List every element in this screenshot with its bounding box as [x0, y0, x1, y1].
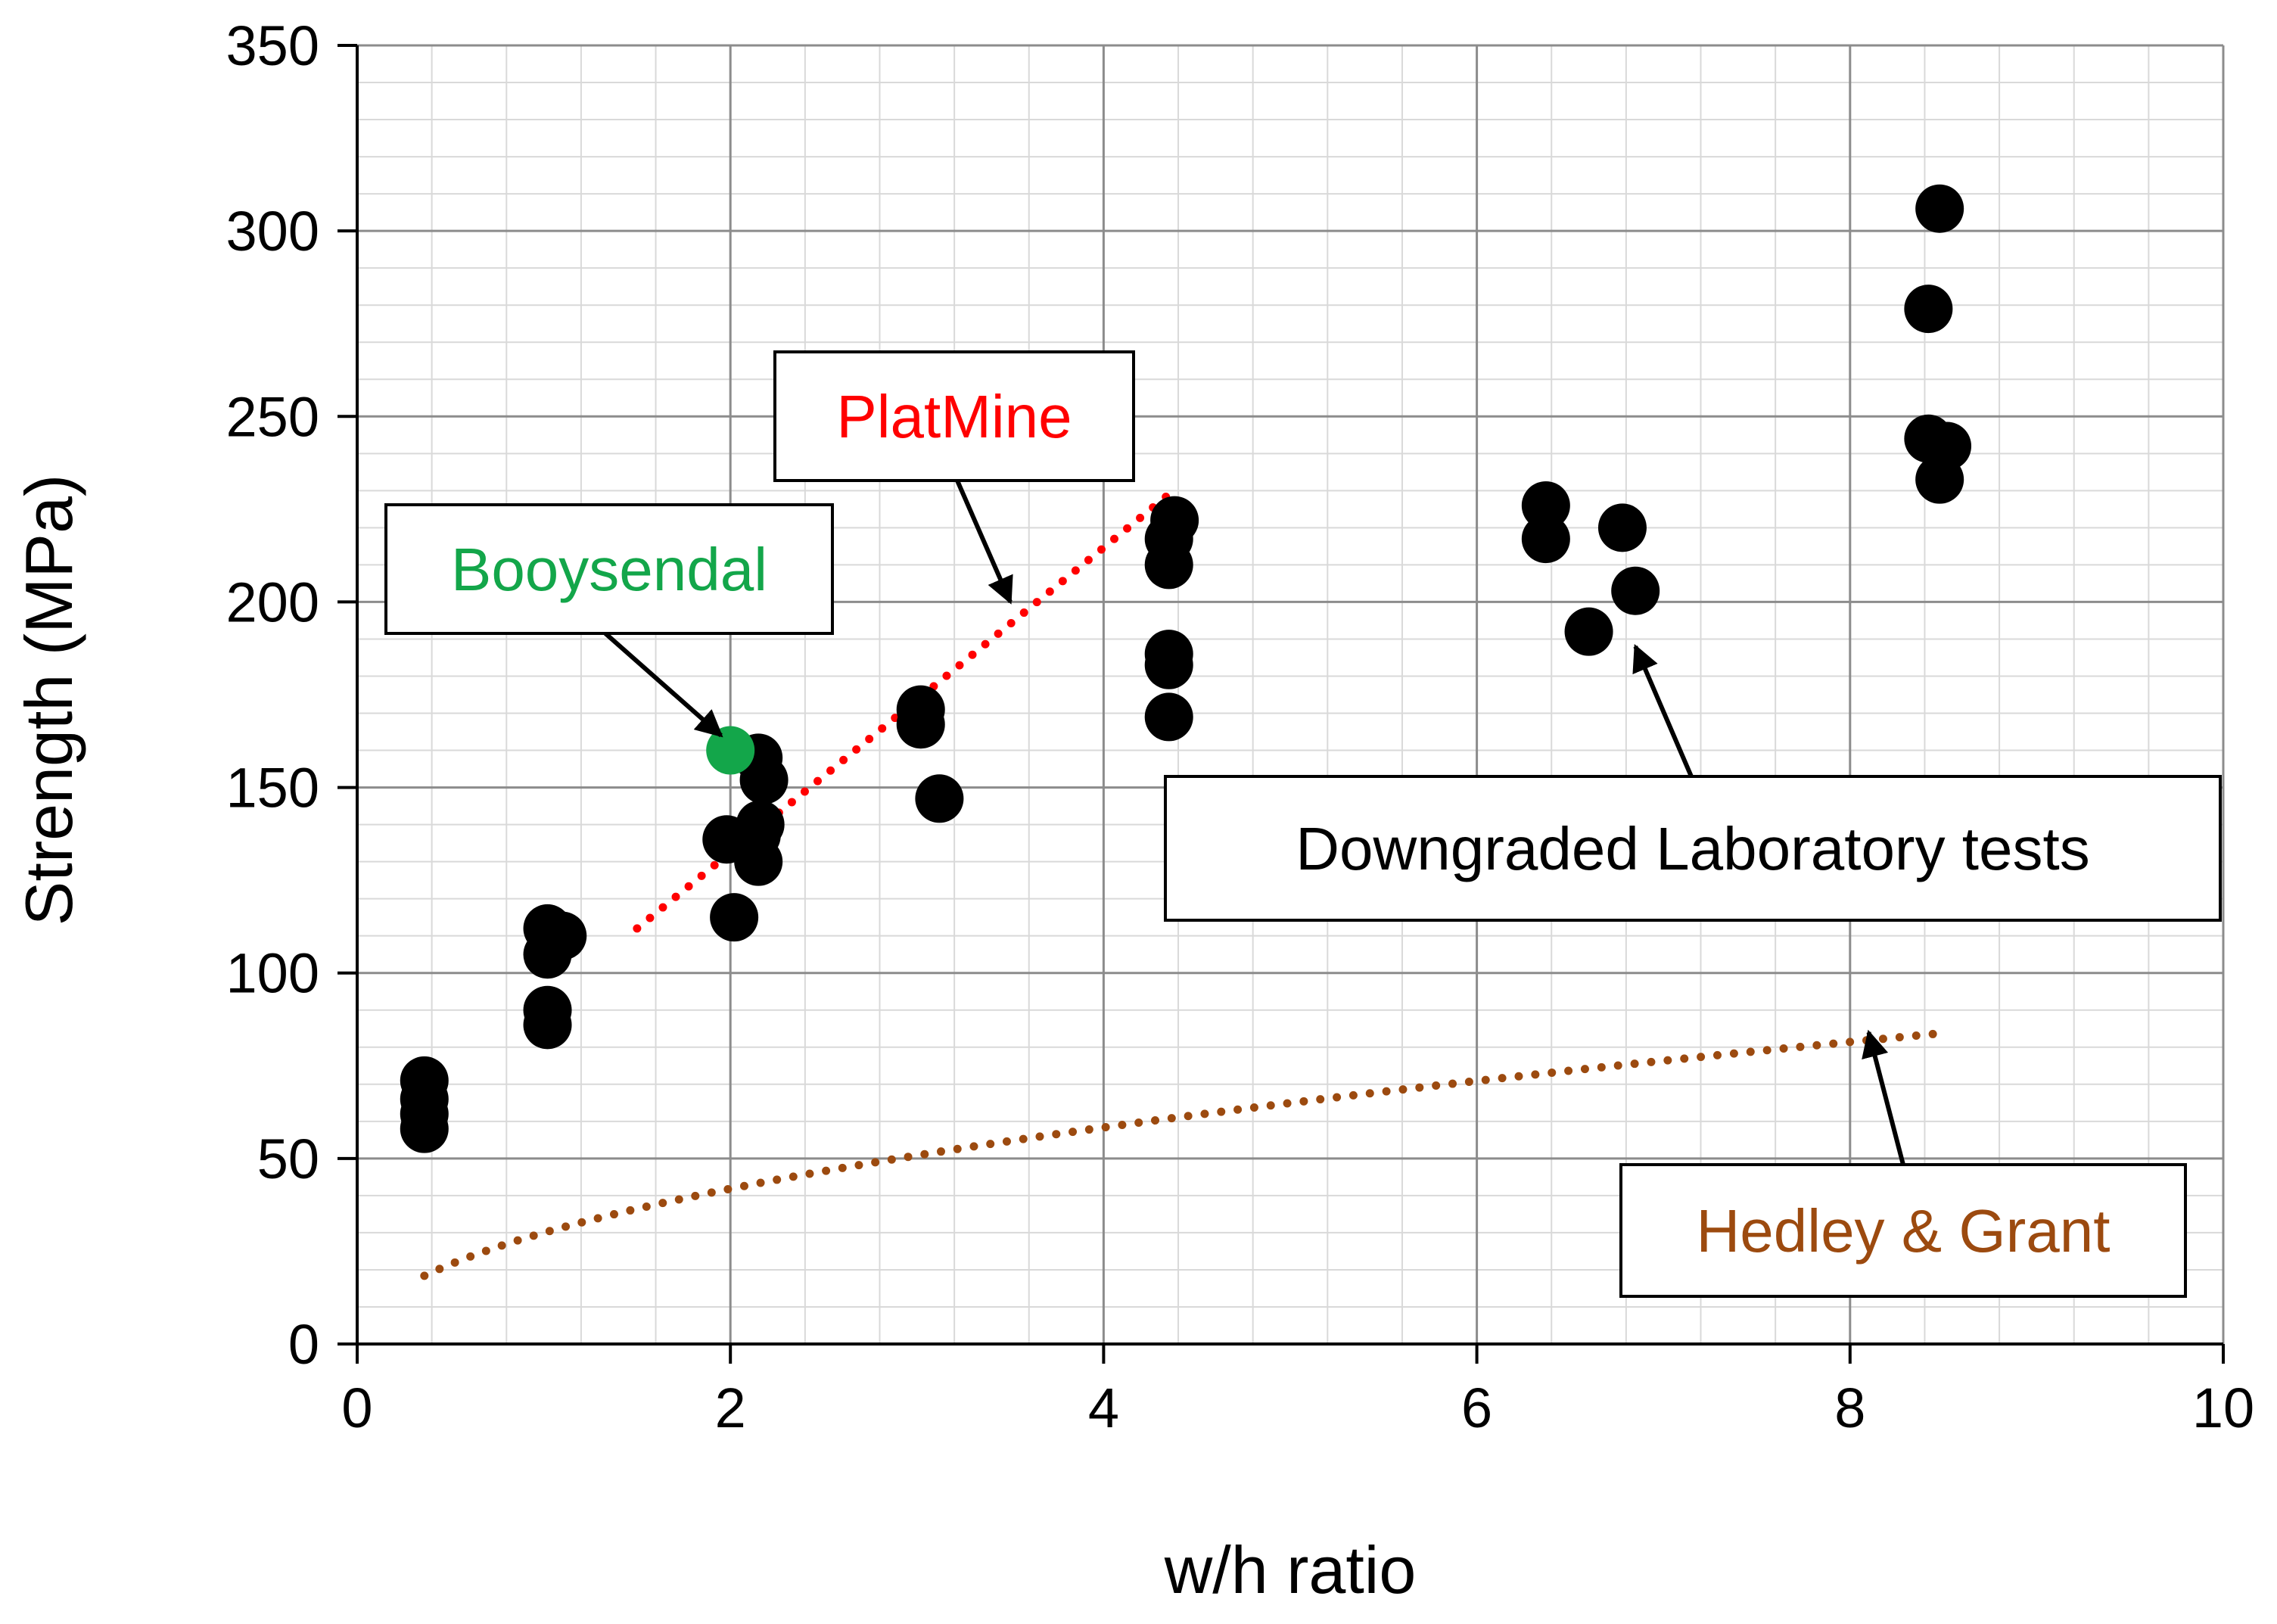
- lab-test-point: [1915, 455, 1964, 504]
- lab-test-point: [739, 755, 789, 804]
- y-tick-label: 50: [257, 1128, 319, 1190]
- x-axis-title: w/h ratio: [1164, 1532, 1417, 1607]
- booysendal-arrow: [604, 631, 723, 738]
- lab-test-point: [915, 774, 964, 823]
- lab-test-point: [1144, 540, 1193, 590]
- x-tick-label: 0: [341, 1377, 372, 1439]
- lab-test-point: [710, 893, 759, 942]
- y-tick-label: 350: [226, 14, 319, 77]
- platmine-arrow: [955, 479, 1013, 605]
- lab-test-point: [1521, 481, 1570, 530]
- lab-test-point: [1611, 566, 1660, 615]
- downgraded-label-box: [1164, 775, 2222, 922]
- axes: [338, 44, 2225, 1364]
- x-tick-label: 10: [2192, 1377, 2254, 1439]
- hedley-label-box: [1619, 1163, 2187, 1298]
- lab-test-point: [1521, 515, 1570, 564]
- y-tick-label: 200: [226, 571, 319, 633]
- tick-labels: 0 50 100 150 200 250 300 350 0 2 4 6 8 10: [226, 14, 2255, 1439]
- hedley-label: Hedley & Grant: [1697, 1197, 2111, 1265]
- downgraded-label: Downgraded Laboratory tests: [1296, 815, 2090, 882]
- booysendal-label-box: [384, 503, 834, 635]
- y-tick-label: 0: [288, 1313, 319, 1376]
- platmine-label-box: [773, 350, 1135, 482]
- y-tick-label: 150: [226, 757, 319, 820]
- y-tick-label: 300: [226, 200, 319, 263]
- lab-test-point: [896, 700, 945, 749]
- lab-test-point: [523, 1000, 572, 1050]
- lab-test-point: [400, 1104, 449, 1153]
- y-tick-label: 100: [226, 942, 319, 1005]
- lab-test-point: [1564, 607, 1613, 656]
- hedley-grant-trend-line: [420, 1028, 1948, 1280]
- lab-test-point: [1904, 285, 1953, 334]
- lab-test-point: [1597, 503, 1647, 552]
- lab-test-point: [1144, 692, 1193, 742]
- data-points: [400, 184, 1972, 1153]
- grid-major: [356, 44, 2225, 1346]
- downgraded-arrow: [1632, 643, 1694, 778]
- booysendal-label: Booysendal: [451, 536, 767, 603]
- grid-minor: [356, 45, 2224, 1345]
- y-tick-label: 250: [226, 385, 319, 448]
- booysendal-point: [706, 726, 755, 775]
- x-tick-label: 6: [1461, 1377, 1492, 1439]
- x-tick-label: 2: [715, 1377, 746, 1439]
- lab-test-point: [523, 930, 572, 979]
- platmine-label: PlatMine: [836, 383, 1072, 450]
- lab-test-point: [1144, 640, 1193, 689]
- lab-test-point: [1915, 184, 1964, 233]
- x-tick-label: 8: [1834, 1377, 1865, 1439]
- lab-test-point: [734, 837, 783, 886]
- y-axis-title: Strength (MPa): [11, 474, 86, 926]
- hedley-arrow: [1862, 1029, 1905, 1165]
- x-tick-label: 4: [1088, 1377, 1119, 1439]
- callouts: Booysendal PlatMine Downgraded Laboratory …: [384, 350, 2222, 1298]
